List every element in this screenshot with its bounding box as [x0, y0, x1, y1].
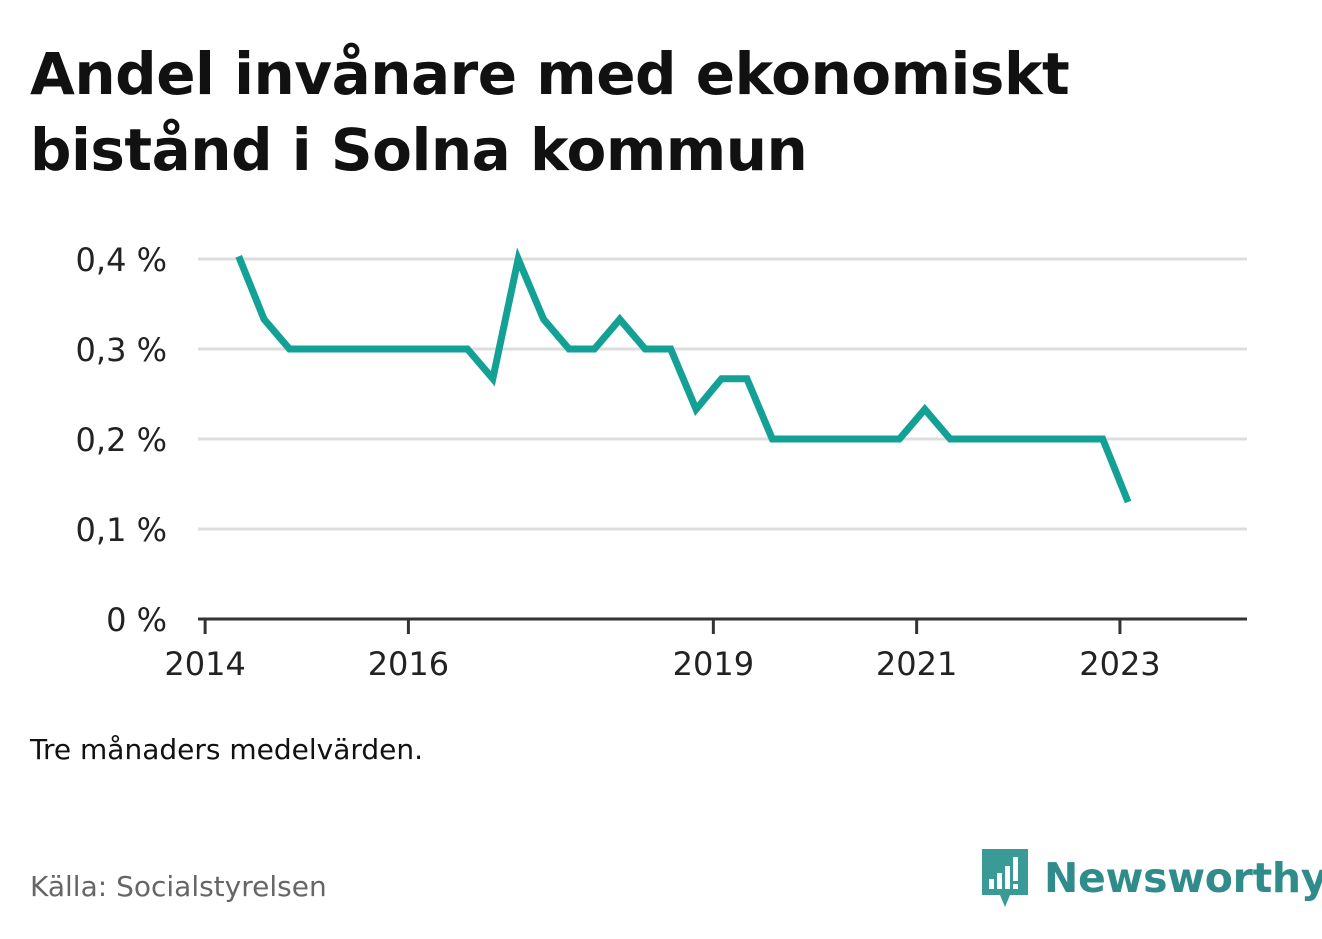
- chart-title: Andel invånare med ekonomiskt bistånd i …: [30, 40, 1070, 184]
- x-tick-label: 2021: [876, 645, 957, 683]
- y-tick-label: 0,1 %: [76, 511, 167, 549]
- line-chart: 0 % 0,1 % 0,2 % 0,3 % 0,4 % 2014 2016 2019 2021…: [76, 241, 1247, 683]
- x-axis-ticks: 2014 2016 2019 2021 2023: [164, 619, 1161, 683]
- series-line: [235, 247, 1132, 504]
- source-label: Källa: Socialstyrelsen: [30, 870, 327, 903]
- x-tick-label: 2016: [368, 645, 449, 683]
- x-tick-label: 2023: [1079, 645, 1160, 683]
- x-tick-label: 2014: [164, 645, 245, 683]
- y-tick-label: 0,4 %: [76, 241, 167, 279]
- y-tick-label: 0,3 %: [76, 331, 167, 369]
- chart-note: Tre månaders medelvärden.: [30, 733, 424, 766]
- brand-name: Newsworthy: [1044, 854, 1322, 902]
- y-tick-label: 0,2 %: [76, 421, 167, 459]
- gridlines: [198, 257, 1247, 531]
- newsworthy-logo-icon: [982, 849, 1028, 907]
- y-axis-tick-labels: 0 % 0,1 % 0,2 % 0,3 % 0,4 %: [76, 241, 167, 639]
- brand-logo: Newsworthy: [980, 846, 1322, 910]
- x-tick-label: 2019: [673, 645, 754, 683]
- y-tick-label: 0 %: [106, 601, 167, 639]
